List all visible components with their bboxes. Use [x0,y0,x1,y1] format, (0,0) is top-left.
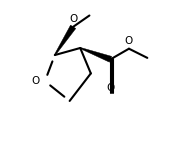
Text: O: O [69,14,77,24]
Text: O: O [125,36,133,46]
Text: O: O [106,83,115,93]
Polygon shape [80,48,112,62]
Polygon shape [54,25,76,55]
Text: O: O [31,76,39,86]
